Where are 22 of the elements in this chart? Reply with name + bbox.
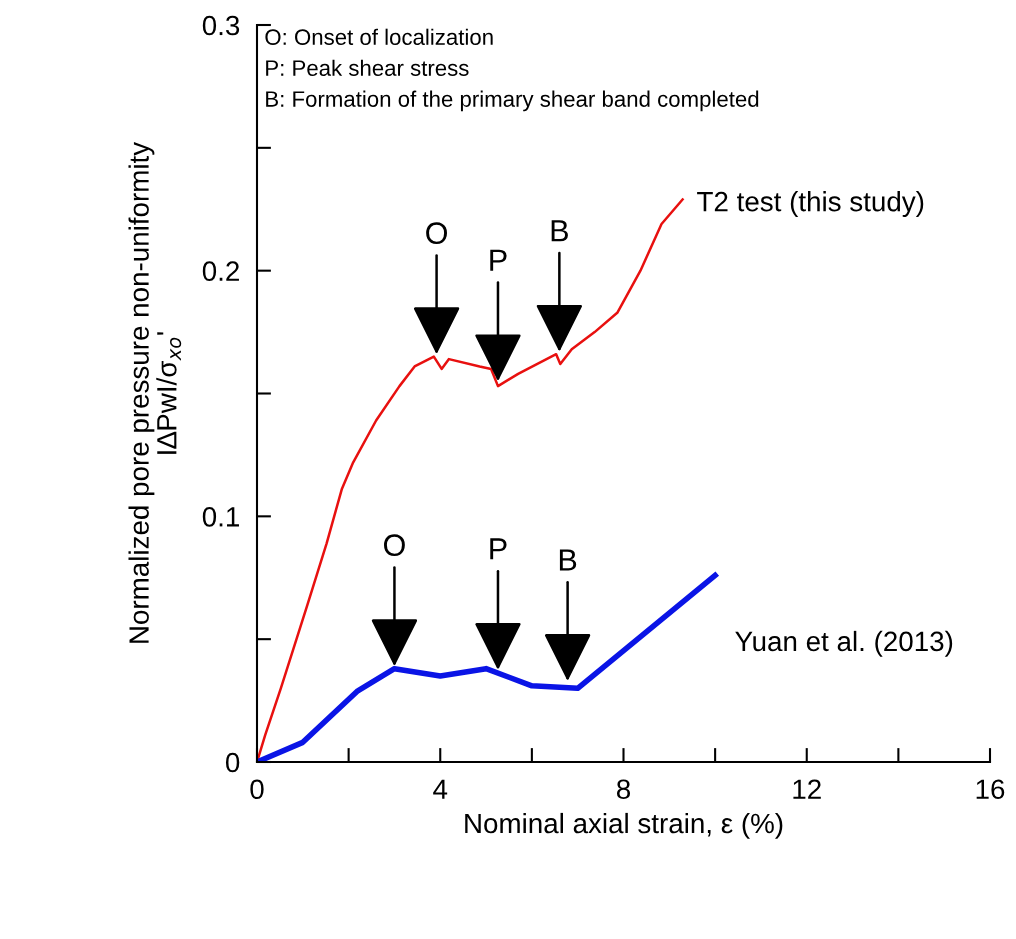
series-label: T2 test (this study) xyxy=(697,191,924,217)
y-tick-label: 0.1 xyxy=(202,507,239,527)
annotation: O: Onset of localization xyxy=(265,28,493,46)
x-tick-label: 16 xyxy=(976,779,1005,800)
annotation: P xyxy=(490,249,507,271)
x-tick-label: 12 xyxy=(793,779,821,799)
x-axis-title: Nominal axial strain, ε (%) xyxy=(465,812,783,839)
y-axis-title: Normalized pore pressure non-uniformity I∆PwI/σ$_{xo}$' xyxy=(128,141,182,643)
annotation: O xyxy=(426,222,448,244)
x-tick-label: 4 xyxy=(433,779,448,799)
annotation: P xyxy=(490,538,507,560)
annotation: O xyxy=(384,534,405,556)
annotation: B xyxy=(559,549,577,571)
annotation: B: Formation of the primary shear band completed xyxy=(266,90,759,112)
y-tick-label: 0 xyxy=(225,752,240,773)
annotation: P: Peak shear stress xyxy=(266,59,469,76)
y-tick-label: 0.2 xyxy=(202,261,239,282)
annotation: B xyxy=(551,220,568,242)
text: Yuan et al. (2013) xyxy=(735,630,953,657)
x-tick-label: 8 xyxy=(616,779,631,800)
y-tick-label: 0.3 xyxy=(202,15,240,36)
x-tick-label: 0 xyxy=(250,779,264,800)
